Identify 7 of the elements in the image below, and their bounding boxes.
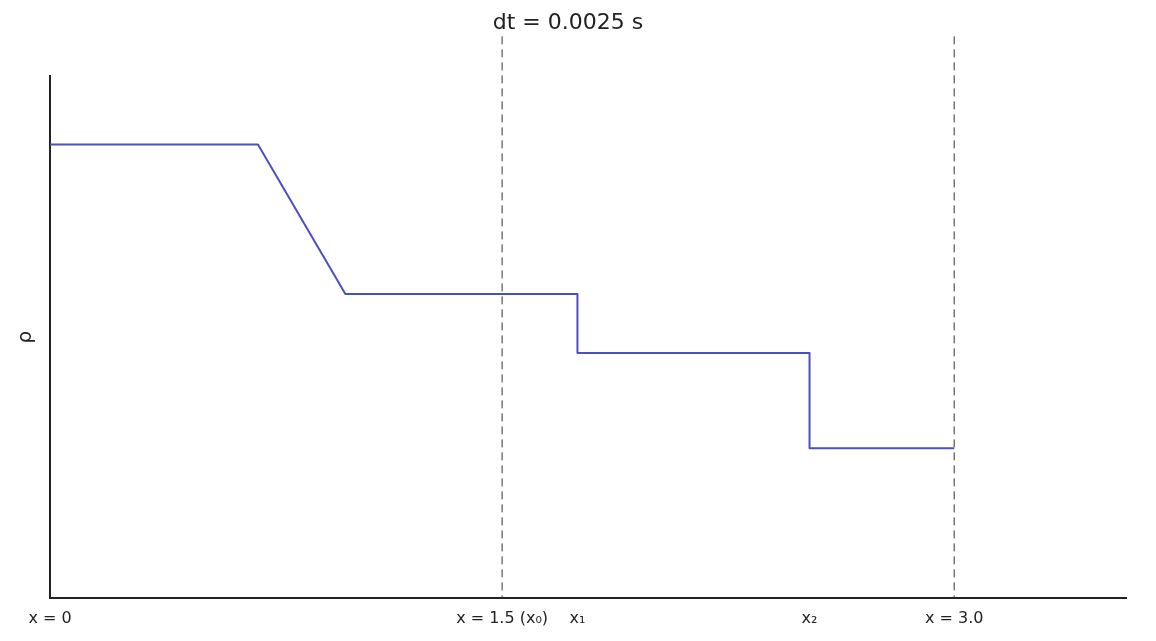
x-tick-label: x = 3.0 (924, 607, 984, 627)
x-tick-label: x = 0 (28, 607, 72, 627)
x-tick-label: x = 1.5 (x₀) (456, 607, 549, 627)
x-tick-label: x₁ (569, 607, 586, 627)
chart-title: dt = 0.0025 s (492, 8, 644, 34)
y-axis-title: ρ (12, 330, 37, 344)
x-tick-label: x₂ (801, 607, 818, 627)
